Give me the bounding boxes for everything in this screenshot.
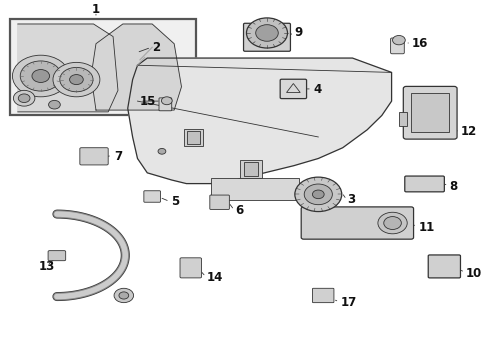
Circle shape xyxy=(18,94,30,103)
Bar xyxy=(211,178,299,200)
FancyBboxPatch shape xyxy=(210,195,229,210)
Circle shape xyxy=(392,36,405,45)
Text: 4: 4 xyxy=(314,83,321,96)
Text: 15: 15 xyxy=(140,95,156,108)
Circle shape xyxy=(304,184,332,205)
FancyBboxPatch shape xyxy=(280,79,307,99)
FancyBboxPatch shape xyxy=(405,176,444,192)
Text: 1: 1 xyxy=(92,3,100,16)
Circle shape xyxy=(12,55,69,97)
Text: 8: 8 xyxy=(449,180,458,193)
Text: 2: 2 xyxy=(152,41,160,54)
Circle shape xyxy=(378,212,407,234)
Polygon shape xyxy=(128,58,392,184)
FancyBboxPatch shape xyxy=(403,86,457,139)
Circle shape xyxy=(114,288,134,303)
Polygon shape xyxy=(18,24,118,112)
FancyBboxPatch shape xyxy=(144,191,160,202)
Circle shape xyxy=(20,61,61,91)
Text: 10: 10 xyxy=(466,267,482,280)
Text: 3: 3 xyxy=(347,193,356,206)
Text: 9: 9 xyxy=(295,26,303,39)
FancyBboxPatch shape xyxy=(301,207,414,239)
Bar xyxy=(240,160,262,178)
FancyBboxPatch shape xyxy=(80,148,108,165)
FancyBboxPatch shape xyxy=(180,258,201,278)
FancyBboxPatch shape xyxy=(428,255,461,278)
Circle shape xyxy=(384,217,401,229)
Text: 6: 6 xyxy=(235,204,244,217)
Text: 13: 13 xyxy=(39,260,55,273)
Text: 14: 14 xyxy=(207,271,223,284)
FancyBboxPatch shape xyxy=(48,251,66,261)
Circle shape xyxy=(32,69,49,82)
Circle shape xyxy=(158,148,166,154)
Circle shape xyxy=(13,90,35,106)
Text: 12: 12 xyxy=(461,125,477,138)
Polygon shape xyxy=(91,24,181,110)
Bar xyxy=(10,19,196,116)
FancyBboxPatch shape xyxy=(313,288,334,303)
Circle shape xyxy=(295,177,342,212)
Circle shape xyxy=(119,292,129,299)
Bar xyxy=(411,93,449,132)
Text: 11: 11 xyxy=(418,221,435,234)
Circle shape xyxy=(53,62,100,97)
Bar xyxy=(187,131,200,144)
Circle shape xyxy=(256,25,278,41)
FancyBboxPatch shape xyxy=(391,38,404,54)
FancyBboxPatch shape xyxy=(159,98,171,111)
Text: 7: 7 xyxy=(114,150,122,163)
Text: 17: 17 xyxy=(340,296,357,309)
Circle shape xyxy=(70,75,83,85)
Circle shape xyxy=(49,100,60,109)
Circle shape xyxy=(246,18,288,48)
Text: 5: 5 xyxy=(171,195,179,208)
FancyBboxPatch shape xyxy=(244,23,291,51)
Bar xyxy=(244,162,258,176)
Circle shape xyxy=(161,97,172,105)
Bar xyxy=(184,129,203,146)
Bar xyxy=(399,112,407,126)
Circle shape xyxy=(60,67,93,92)
Circle shape xyxy=(313,190,324,199)
Text: 16: 16 xyxy=(412,36,428,50)
